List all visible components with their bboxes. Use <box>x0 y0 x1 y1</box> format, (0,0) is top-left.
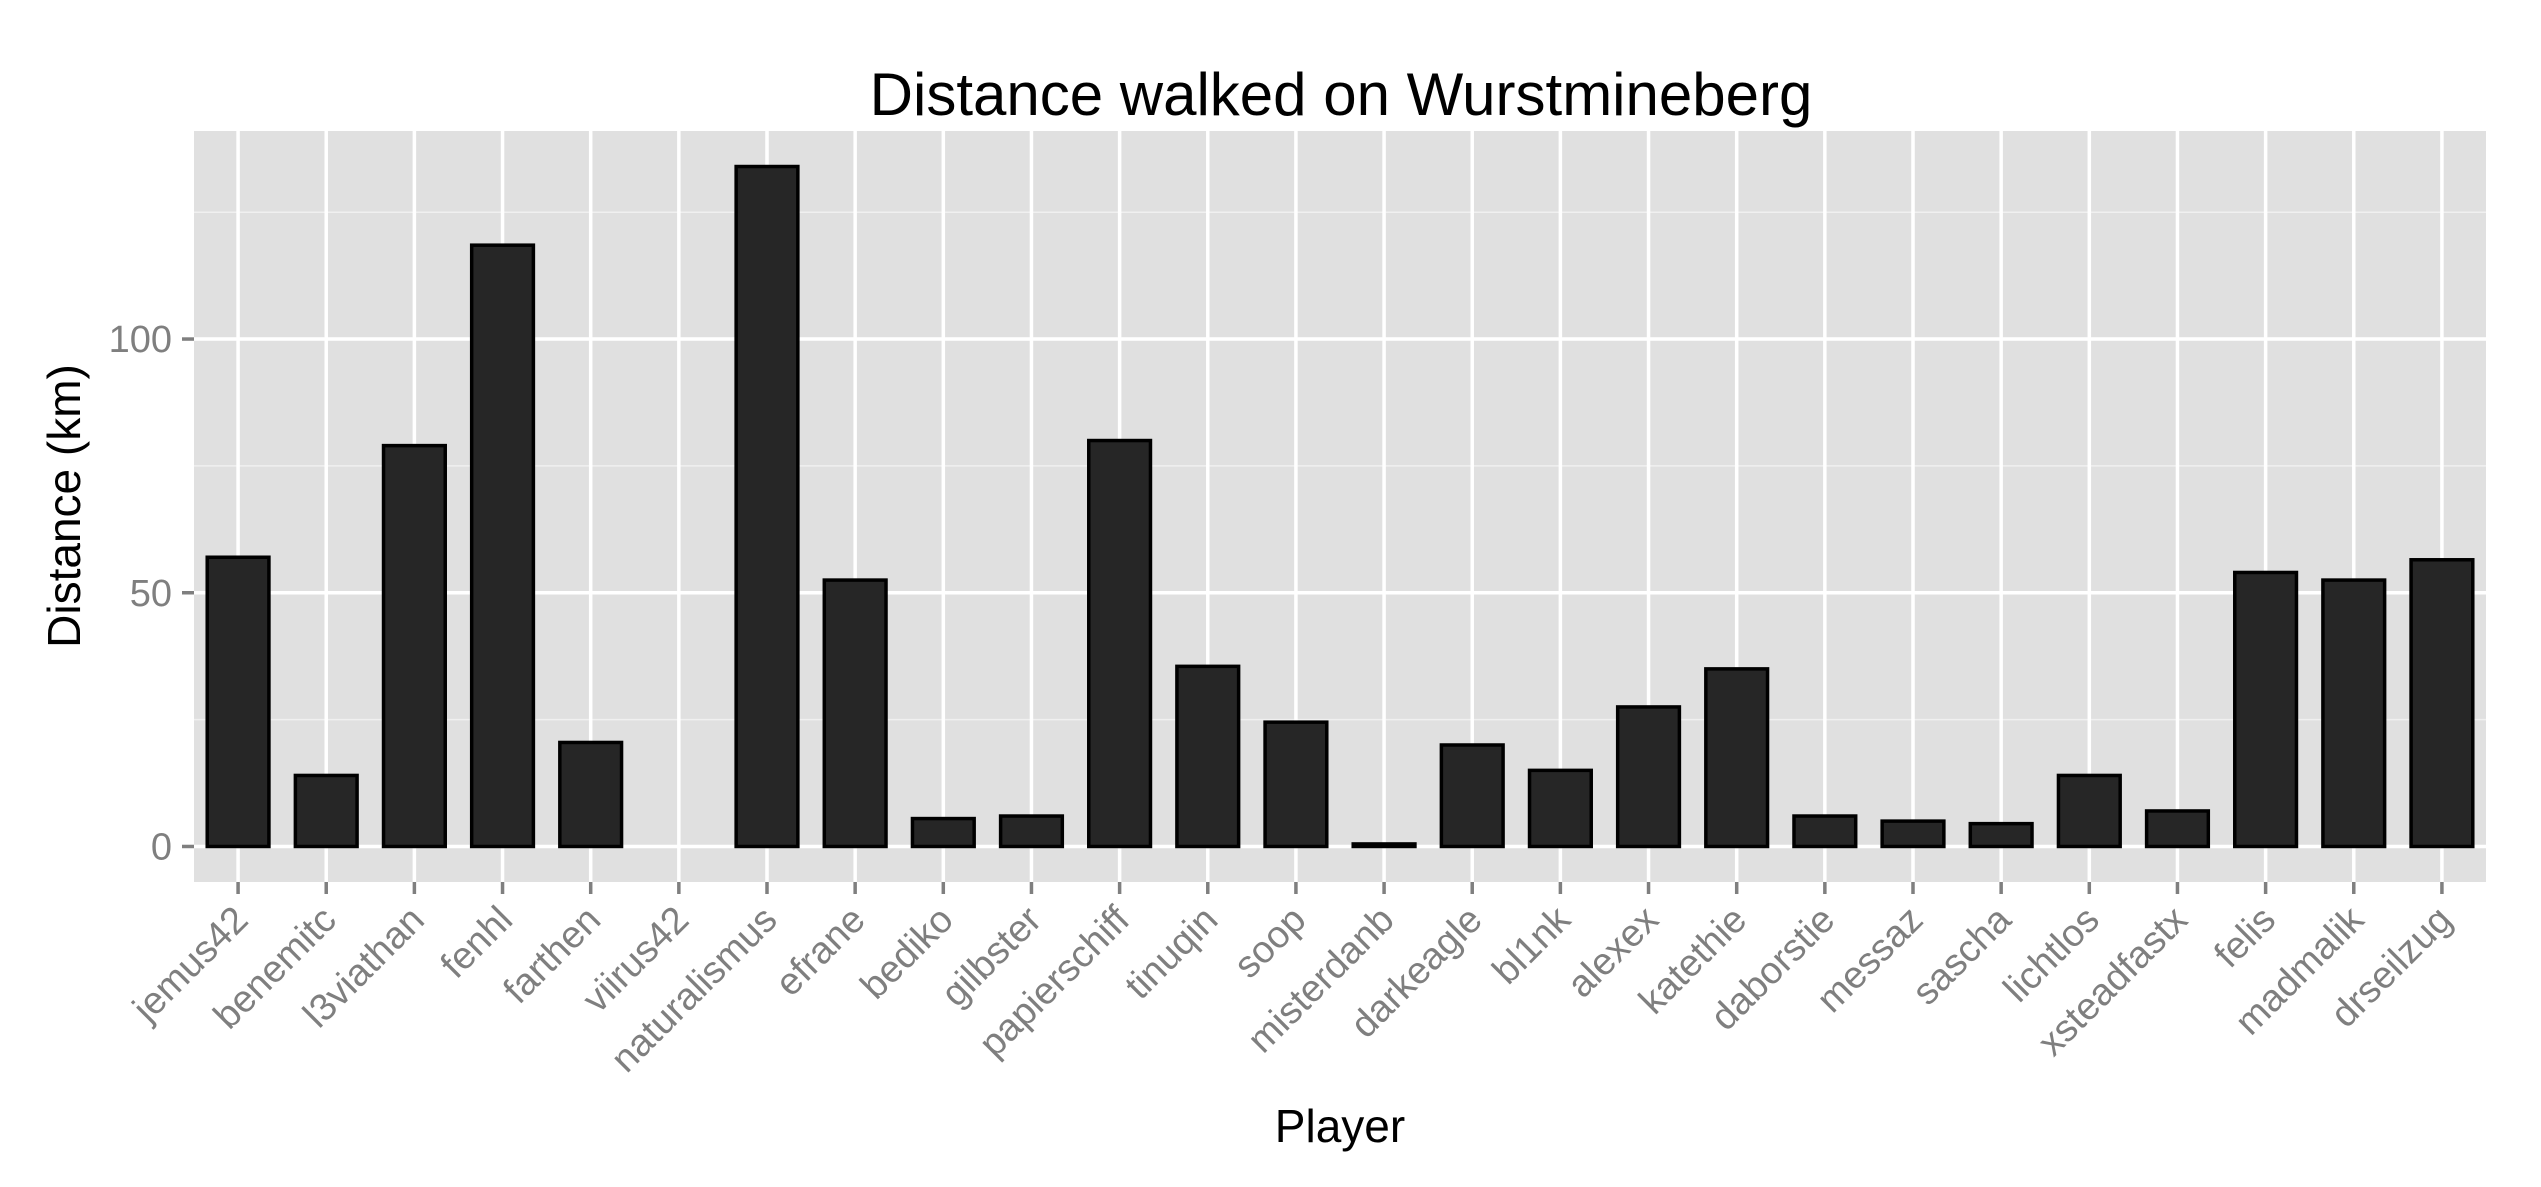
y-axis-title: Distance (km) <box>38 364 90 648</box>
bar-alexex <box>1615 705 1682 849</box>
bar-efrane <box>822 578 888 849</box>
bar-soop <box>1263 720 1329 849</box>
bar-farthen <box>558 740 624 849</box>
bar-naturalismus <box>734 164 800 849</box>
plot-panel <box>194 131 2486 882</box>
y-tick-label: 0 <box>151 826 172 868</box>
bar-bediko <box>910 816 976 849</box>
bar-papierschiff <box>1087 438 1153 849</box>
bar-l3viathan <box>381 443 447 849</box>
x-tick-label: tinuqin <box>1117 899 1226 1008</box>
bar-messaz <box>1880 819 1946 849</box>
bar-sascha <box>1968 821 2034 849</box>
bar-daborstie <box>1792 814 1858 849</box>
bar-misterdanb <box>1351 842 1417 849</box>
x-tick-label: felis <box>2206 899 2283 976</box>
bar-lichtlos <box>2056 773 2122 849</box>
bar-katethie <box>1704 667 1770 849</box>
bar-madmalik <box>2321 578 2387 849</box>
bar-bl1nk <box>1527 768 1593 849</box>
y-tick-label: 100 <box>109 319 172 361</box>
x-tick-label: efrane <box>768 899 874 1005</box>
bar-fenhl <box>469 243 536 849</box>
bar-felis <box>2233 570 2299 849</box>
bar-benemitc <box>293 773 359 849</box>
x-tick-label: sascha <box>1905 898 2020 1013</box>
bar-darkeagle <box>1439 743 1505 849</box>
bars <box>205 164 2475 849</box>
bar-tinuqin <box>1175 664 1241 849</box>
y-tick-label: 50 <box>130 573 172 615</box>
bar-jemus42 <box>205 555 271 849</box>
x-axis-title: Player <box>1275 1100 1405 1152</box>
chart-title: Distance walked on Wurstmineberg <box>870 61 1813 128</box>
bar-xsteadfastx <box>2144 809 2211 849</box>
bar-gilbster <box>998 814 1065 849</box>
bar-drseilzug <box>2409 558 2475 849</box>
